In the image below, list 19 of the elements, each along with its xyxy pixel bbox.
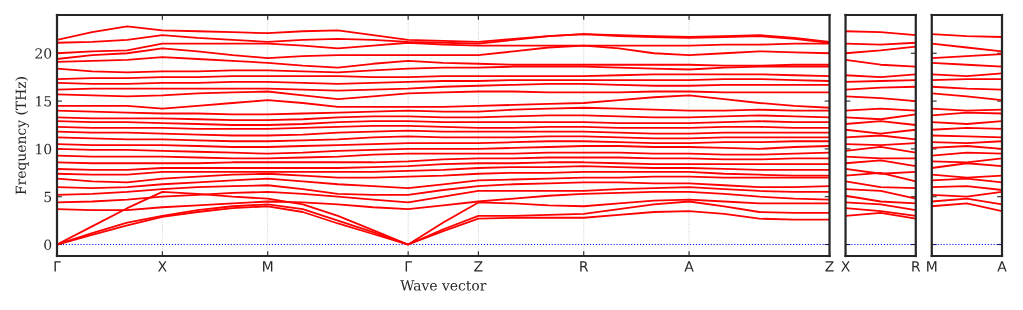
x-tick-label: A <box>684 261 694 272</box>
x-tick-label: X <box>841 261 850 272</box>
x-tick-label: R <box>580 261 589 272</box>
y-tick-label: 5 <box>44 191 52 203</box>
x-tick-label: Z <box>825 261 834 272</box>
x-tick-label: A <box>997 261 1007 272</box>
x-tick-label: Z <box>474 261 483 272</box>
y-tick-label: 15 <box>36 96 52 107</box>
x-tick-label: X <box>158 261 167 272</box>
x-tick-label: Γ <box>405 261 412 272</box>
y-tick-label: 0 <box>44 239 52 250</box>
y-tick-label: 10 <box>36 143 52 155</box>
x-tick-label: R <box>912 261 921 272</box>
x-tick-label: Γ <box>54 261 61 272</box>
x-axis-title: Wave vector <box>400 280 487 291</box>
x-tick-label: M <box>927 261 937 272</box>
x-tick-label: M <box>263 261 273 272</box>
y-axis-title: Frequency (THz) <box>15 77 29 195</box>
y-tick-label: 20 <box>35 48 52 59</box>
